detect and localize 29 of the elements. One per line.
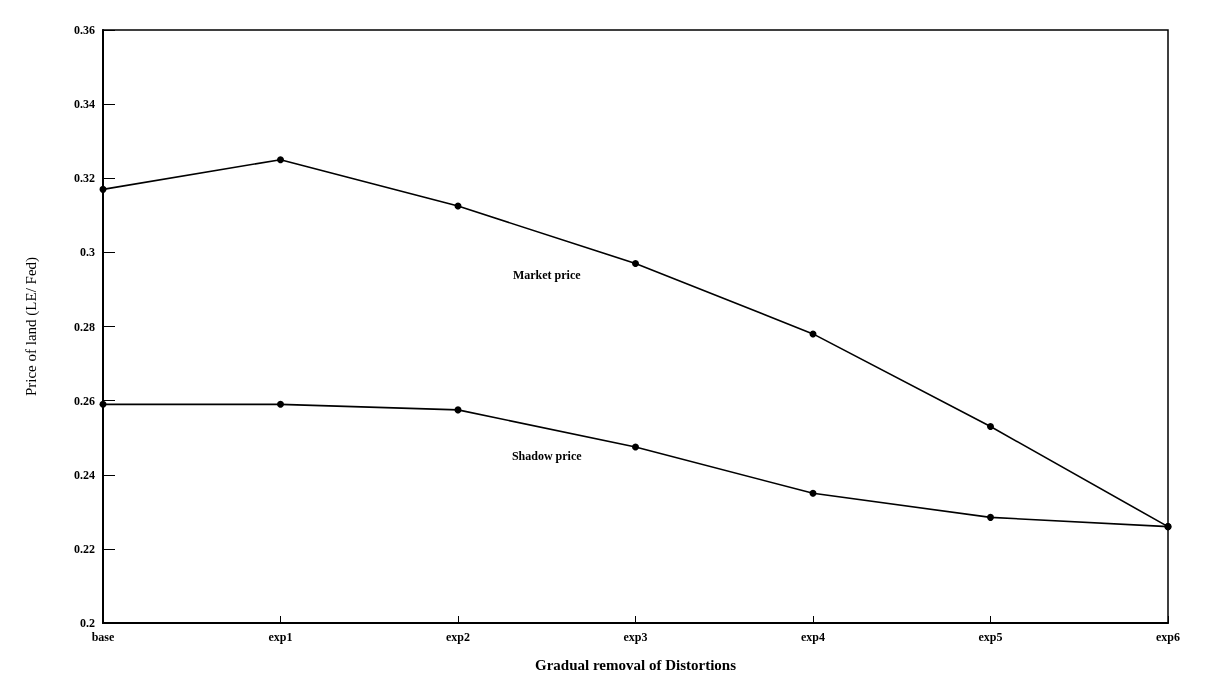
x-tick-label: exp5 bbox=[978, 630, 1003, 644]
y-tick-label: 0.36 bbox=[74, 23, 95, 37]
y-tick-label: 0.22 bbox=[74, 541, 95, 556]
series-label: Market price bbox=[512, 267, 582, 282]
y-tick-label: 0.24 bbox=[74, 467, 95, 482]
point bbox=[99, 185, 107, 193]
x-tick-label: exp6 bbox=[1156, 630, 1180, 644]
point bbox=[632, 443, 639, 451]
y-tick-label: 0.32 bbox=[74, 171, 95, 186]
x-axis-title: Gradual removal of Distortions bbox=[535, 656, 737, 673]
point bbox=[987, 423, 994, 431]
point bbox=[987, 513, 994, 521]
y-tick-label: 0.28 bbox=[74, 319, 95, 334]
point bbox=[99, 400, 107, 408]
x-tick-label: base bbox=[91, 630, 116, 644]
y-tick-label: 0.3 bbox=[80, 245, 95, 260]
series-label: Shadow price bbox=[511, 449, 583, 464]
y-tick-label: 0.34 bbox=[74, 97, 95, 112]
x-tick-label: exp3 bbox=[623, 630, 648, 644]
point bbox=[277, 156, 284, 164]
point bbox=[632, 260, 639, 267]
y-tick-label: 0.2 bbox=[80, 616, 95, 630]
point bbox=[809, 489, 817, 497]
point bbox=[277, 400, 284, 408]
y-axis-title: Price of land (LE/ Fed) bbox=[22, 256, 40, 397]
x-tick-label: exp4 bbox=[801, 630, 825, 644]
y-tick-label: 0.26 bbox=[74, 393, 95, 408]
x-tick-label: exp1 bbox=[268, 630, 293, 644]
x-tick-label: exp2 bbox=[446, 630, 470, 644]
